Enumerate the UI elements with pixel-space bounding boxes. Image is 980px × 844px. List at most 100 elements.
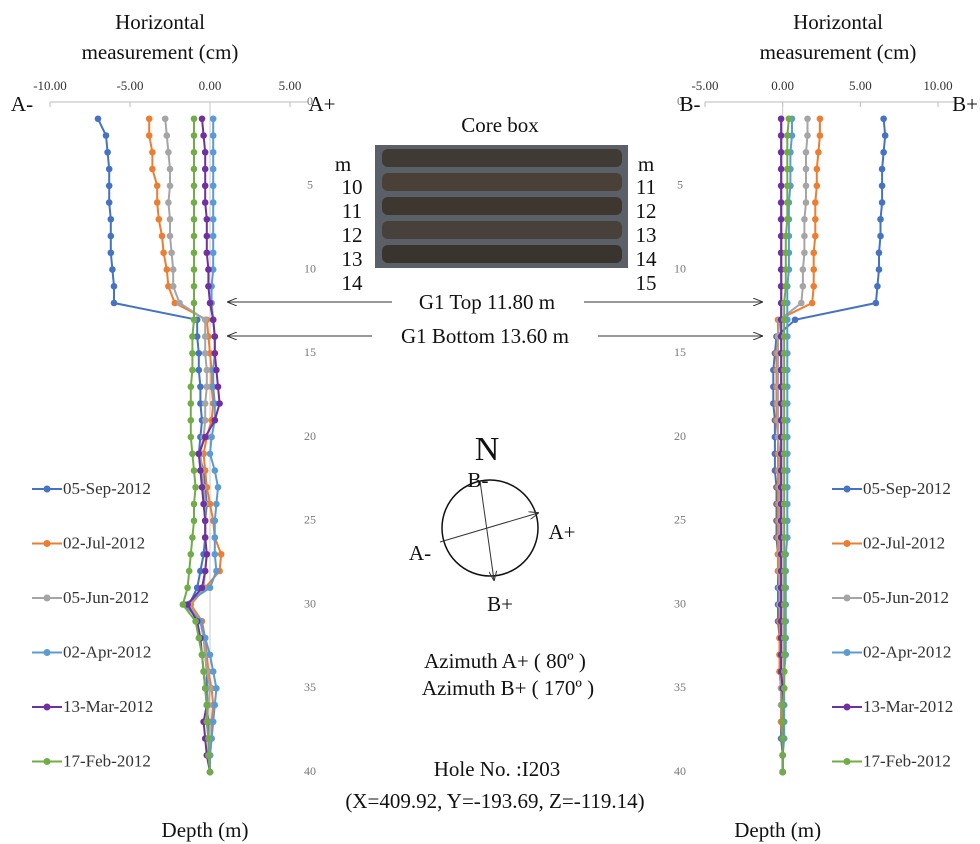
y-axis-title: Depth (m) — [734, 818, 821, 842]
y-axis-title: Depth (m) — [162, 818, 249, 842]
x-axis-title: Horizontal — [115, 10, 205, 34]
x-axis-title: measurement (cm) — [82, 40, 239, 64]
data-point — [784, 132, 791, 139]
y-tick-label: 30 — [304, 596, 316, 610]
x-tick-label: 0.00 — [199, 78, 222, 93]
data-point — [209, 215, 217, 223]
data-point — [813, 182, 821, 190]
data-point — [780, 450, 788, 458]
data-point — [107, 249, 115, 257]
legend-marker — [843, 594, 851, 602]
data-point — [206, 651, 214, 659]
b-axis — [479, 480, 494, 580]
y-tick-label: 0 — [677, 94, 683, 108]
legend-label: 17-Feb-2012 — [863, 751, 951, 770]
core-box-title: Core box — [461, 113, 539, 137]
data-point — [205, 735, 212, 742]
data-point — [190, 115, 198, 123]
data-point — [187, 416, 195, 424]
coordinates: (X=409.92, Y=-193.69, Z=-119.14) — [345, 789, 644, 813]
data-point — [875, 266, 883, 273]
data-point — [780, 651, 788, 659]
data-point — [165, 148, 172, 156]
a-minus: A- — [409, 541, 431, 565]
legend-label: 17-Feb-2012 — [63, 751, 151, 770]
data-point — [801, 232, 808, 240]
x-tick-label: -10.00 — [33, 78, 67, 93]
data-point — [201, 316, 209, 324]
data-point — [110, 282, 118, 290]
data-point — [811, 199, 819, 206]
data-point — [211, 517, 219, 525]
data-point — [201, 165, 209, 173]
data-point — [166, 165, 174, 173]
x-tick-label: 0.00 — [771, 78, 794, 93]
label-bg — [372, 323, 598, 349]
data-point — [811, 232, 819, 240]
data-point — [211, 333, 219, 340]
data-point — [203, 383, 211, 391]
data-point — [784, 215, 791, 223]
data-point — [189, 333, 196, 340]
data-point — [209, 249, 217, 257]
data-point — [165, 199, 172, 206]
data-point — [197, 467, 204, 474]
series-line — [780, 118, 784, 772]
data-point — [109, 266, 116, 273]
data-point — [209, 316, 217, 324]
data-point — [193, 333, 201, 340]
data-point — [784, 182, 791, 190]
b-plus: B+ — [487, 592, 513, 616]
data-point — [201, 634, 209, 642]
data-point — [165, 282, 172, 290]
y-tick-label: 35 — [674, 680, 686, 694]
data-point — [187, 550, 195, 558]
data-point — [782, 282, 790, 290]
y-tick-label: 30 — [674, 596, 686, 610]
data-point — [206, 349, 214, 357]
hole-no: Hole No. :I203 — [434, 757, 561, 781]
data-point — [804, 115, 811, 123]
data-point — [192, 617, 199, 625]
chart: -5.00 0.00 5.00 10.00 0 5 10 15 20 25 30 35 40 Horizo… — [674, 10, 978, 842]
data-point — [874, 282, 881, 290]
series-line — [781, 118, 790, 772]
legend-marker — [43, 758, 51, 765]
legend-marker — [43, 540, 51, 547]
core-unit: m — [638, 152, 654, 176]
data-point — [195, 366, 203, 374]
data-point — [791, 316, 799, 324]
data-point — [798, 299, 805, 307]
data-point — [777, 249, 785, 257]
end-label: A+ — [308, 92, 335, 116]
data-point — [780, 333, 788, 340]
data-point — [187, 433, 195, 441]
legend-label: 05-Jun-2012 — [63, 588, 149, 607]
legend-marker — [43, 485, 51, 493]
y-tick-label: 20 — [674, 429, 686, 443]
x-tick-label: 10.00 — [923, 78, 952, 93]
data-point — [780, 433, 788, 441]
data-point — [779, 701, 786, 709]
data-point — [184, 601, 191, 608]
data-point — [209, 232, 217, 240]
data-point — [785, 115, 793, 123]
data-point — [201, 534, 209, 541]
data-point — [780, 416, 788, 424]
y-tick-label: 5 — [677, 178, 683, 192]
data-point — [203, 366, 211, 374]
core-box: Core box m m — [335, 113, 654, 268]
data-point — [211, 701, 219, 709]
y-tick-label: 10 — [674, 261, 686, 275]
data-point — [777, 132, 785, 139]
data-point — [105, 165, 113, 173]
data-point — [201, 684, 209, 692]
data-point — [201, 567, 209, 575]
azimuth-a: Azimuth A+ ( 80º ) — [424, 649, 586, 673]
data-point — [816, 132, 824, 139]
data-point — [190, 215, 198, 223]
data-point — [94, 115, 102, 123]
data-point — [784, 148, 791, 156]
data-point — [200, 132, 207, 139]
